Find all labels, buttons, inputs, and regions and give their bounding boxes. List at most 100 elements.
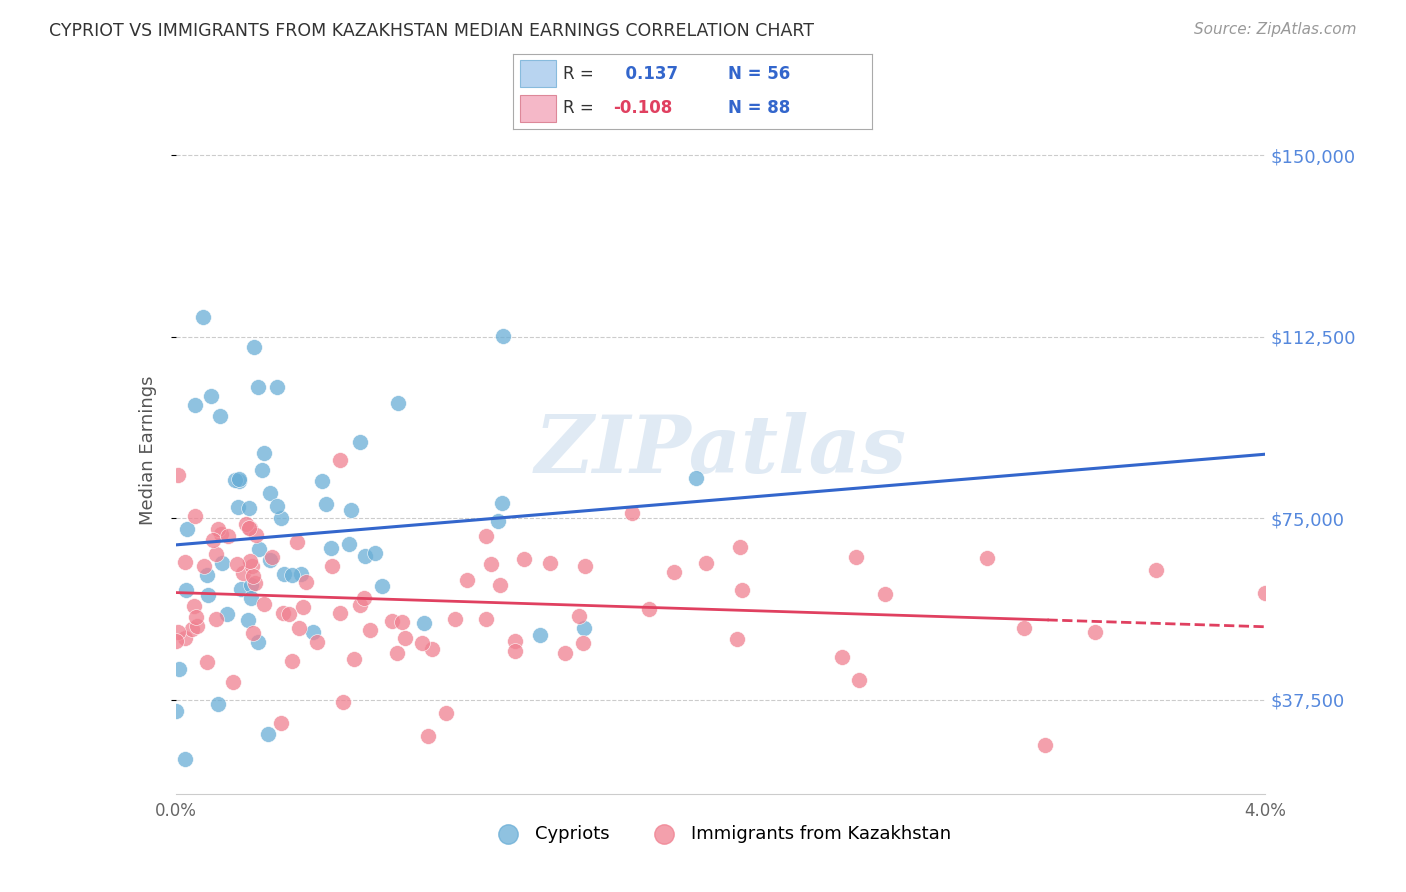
Point	[245, 575, 267, 590]
Point	[262, 550, 284, 565]
Point	[249, 541, 271, 556]
Point	[174, 751, 197, 765]
Point	[343, 651, 366, 665]
Point	[217, 529, 239, 543]
Point	[197, 588, 219, 602]
Point	[239, 554, 262, 568]
Point	[503, 644, 526, 658]
Point	[1254, 586, 1277, 600]
Point	[186, 618, 208, 632]
Point	[253, 598, 276, 612]
Point	[1012, 621, 1035, 635]
Point	[228, 472, 250, 486]
Point	[242, 569, 264, 583]
Point	[307, 635, 329, 649]
Text: 0.137: 0.137	[613, 65, 678, 83]
Point	[217, 607, 239, 622]
Point	[418, 729, 440, 743]
Point	[1035, 738, 1057, 752]
Point	[238, 500, 260, 515]
Point	[253, 446, 276, 460]
Point	[621, 506, 644, 520]
Point	[725, 632, 748, 646]
Point	[281, 654, 304, 668]
Point	[256, 727, 278, 741]
Point	[184, 509, 207, 524]
Point	[259, 486, 281, 500]
Point	[181, 623, 204, 637]
Text: ZIPatlas: ZIPatlas	[534, 412, 907, 489]
Point	[638, 602, 661, 616]
Point	[349, 435, 371, 450]
Point	[167, 625, 190, 640]
Point	[240, 559, 263, 574]
Legend: Cypriots, Immigrants from Kazakhstan: Cypriots, Immigrants from Kazakhstan	[482, 818, 959, 850]
Point	[195, 568, 218, 582]
Point	[235, 516, 257, 531]
Point	[554, 647, 576, 661]
Point	[387, 396, 409, 410]
Point	[848, 673, 870, 687]
Point	[278, 607, 301, 622]
Point	[491, 496, 513, 510]
Point	[479, 557, 502, 571]
Point	[174, 631, 197, 645]
Point	[270, 716, 292, 731]
Point	[381, 614, 404, 628]
Point	[222, 674, 245, 689]
Point	[664, 565, 686, 579]
Point	[184, 398, 207, 412]
Point	[174, 583, 197, 598]
Point	[574, 559, 596, 574]
Y-axis label: Median Earnings: Median Earnings	[139, 376, 157, 525]
Point	[513, 552, 536, 566]
Point	[329, 607, 352, 621]
Point	[311, 475, 333, 489]
Point	[266, 499, 288, 513]
Point	[165, 704, 187, 718]
Point	[976, 550, 998, 565]
Point	[271, 606, 294, 620]
Point	[232, 566, 254, 580]
Point	[242, 625, 264, 640]
Point	[329, 453, 352, 467]
Point	[207, 698, 229, 712]
Point	[250, 463, 273, 477]
Point	[165, 633, 187, 648]
Point	[353, 591, 375, 606]
Point	[420, 641, 443, 656]
Bar	[520, 95, 557, 122]
Point	[301, 624, 323, 639]
Point	[492, 328, 515, 343]
Point	[183, 599, 205, 613]
Point	[211, 556, 233, 570]
Point	[226, 500, 249, 514]
Point	[568, 609, 591, 624]
Point	[208, 409, 231, 424]
Point	[239, 521, 262, 535]
Point	[873, 587, 896, 601]
Text: -0.108: -0.108	[613, 99, 673, 117]
Point	[176, 522, 198, 536]
Point	[845, 549, 868, 564]
Point	[207, 522, 229, 536]
Text: R =: R =	[564, 99, 595, 117]
Point	[475, 612, 498, 626]
Point	[195, 655, 218, 669]
Point	[294, 575, 316, 590]
Point	[475, 528, 498, 542]
Point	[571, 636, 593, 650]
Point	[240, 591, 263, 606]
Text: R =: R =	[564, 65, 595, 83]
Point	[173, 555, 195, 569]
Point	[538, 556, 561, 570]
Point	[229, 582, 252, 596]
Point	[239, 578, 262, 592]
Point	[224, 474, 246, 488]
Point	[353, 549, 375, 563]
Point	[245, 528, 267, 542]
Point	[371, 579, 394, 593]
Point	[340, 503, 363, 517]
Point	[488, 577, 510, 591]
Text: Source: ZipAtlas.com: Source: ZipAtlas.com	[1194, 22, 1357, 37]
